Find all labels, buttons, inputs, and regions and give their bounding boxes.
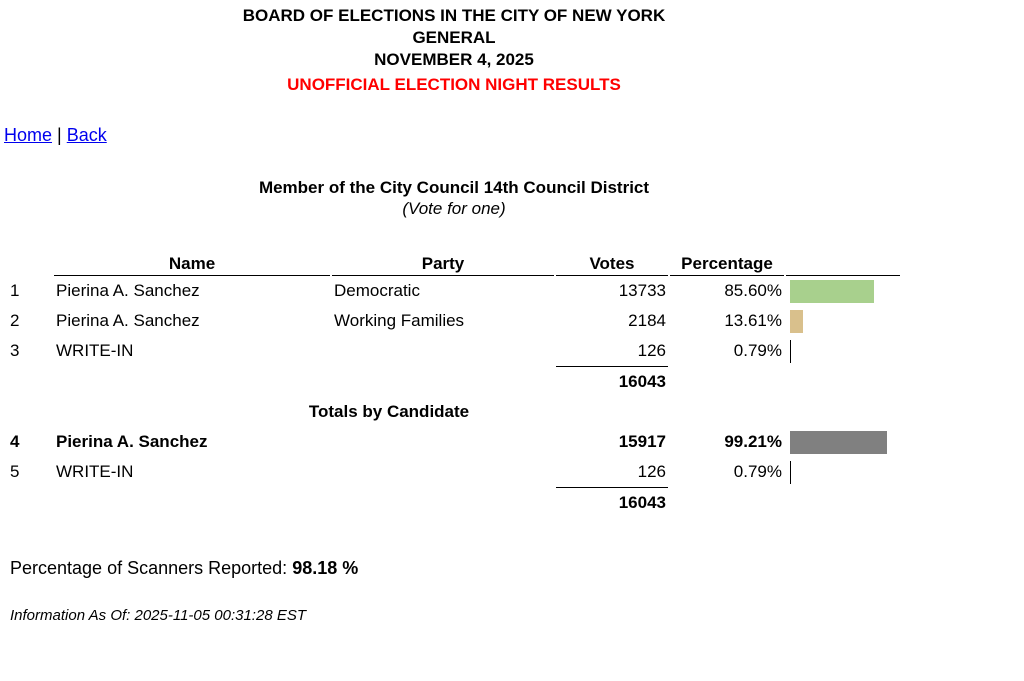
- vote-count: 126: [637, 341, 666, 360]
- party-name: [332, 457, 554, 487]
- name-header: Name: [54, 253, 330, 276]
- nav-separator: |: [57, 125, 62, 145]
- row-index: 2: [10, 311, 20, 330]
- home-link[interactable]: Home: [4, 125, 53, 145]
- row-index: 3: [10, 341, 20, 360]
- vote-count: 126: [637, 462, 666, 481]
- scanners-value: 98.18 %: [292, 558, 359, 578]
- percentage-bar: [790, 460, 791, 484]
- percentage-bar: [790, 279, 874, 303]
- total-votes: 16043: [556, 366, 668, 397]
- totals-by-candidate-label: Totals by Candidate: [308, 402, 470, 421]
- nav-links: Home | Back: [4, 125, 107, 146]
- unofficial-notice: UNOFFICIAL ELECTION NIGHT RESULTS: [287, 75, 621, 94]
- page-header: BOARD OF ELECTIONS IN THE CITY OF NEW YO…: [0, 5, 908, 96]
- bar-cell: [786, 276, 900, 306]
- vote-count: 15917: [618, 432, 666, 451]
- contest-heading: Member of the City Council 14th Council …: [0, 177, 908, 219]
- board-title: BOARD OF ELECTIONS IN THE CITY OF NEW YO…: [242, 6, 666, 25]
- back-link[interactable]: Back: [66, 125, 107, 145]
- bar-cell: [786, 306, 900, 336]
- votes-header: Votes: [556, 253, 668, 276]
- election-type: GENERAL: [412, 28, 496, 47]
- bar-cell: [786, 336, 900, 366]
- contest-title: Member of the City Council 14th Council …: [258, 178, 650, 197]
- table-row: 1 Pierina A. Sanchez Democratic 13733 85…: [6, 276, 900, 306]
- percentage-bar: [790, 339, 791, 363]
- section-row: Totals by Candidate: [6, 397, 900, 427]
- spacer-cell: [670, 487, 900, 518]
- party-name: [332, 427, 554, 457]
- party-header: Party: [332, 253, 554, 276]
- election-date: NOVEMBER 4, 2025: [374, 50, 534, 69]
- table-row: 3 WRITE-IN 126 0.79%: [6, 336, 900, 366]
- percentage-bar: [790, 309, 803, 333]
- vote-percentage: 13.61%: [724, 311, 782, 330]
- vote-percentage: 0.79%: [733, 341, 782, 360]
- vote-count: 13733: [618, 281, 666, 300]
- row-index: 4: [10, 432, 20, 451]
- index-header: [6, 253, 52, 276]
- vote-percentage: 0.79%: [733, 462, 782, 481]
- party-name: Democratic: [334, 281, 420, 300]
- total-row: 16043: [6, 366, 900, 397]
- candidate-name: WRITE-IN: [56, 341, 134, 360]
- bar-cell: [786, 427, 900, 457]
- row-index: 1: [10, 281, 20, 300]
- total-row: 16043: [6, 487, 900, 518]
- spacer-cell: [670, 366, 900, 397]
- percentage-header: Percentage: [670, 253, 784, 276]
- candidate-name: Pierina A. Sanchez: [56, 432, 208, 451]
- vote-percentage: 85.60%: [724, 281, 782, 300]
- table-row: 2 Pierina A. Sanchez Working Families 21…: [6, 306, 900, 336]
- party-name: Working Families: [334, 311, 465, 330]
- total-votes: 16043: [556, 487, 668, 518]
- bar-cell: [786, 457, 900, 487]
- candidate-name: WRITE-IN: [56, 462, 134, 481]
- header-row: Name Party Votes Percentage: [6, 253, 900, 276]
- table-row: 4 Pierina A. Sanchez 15917 99.21%: [6, 427, 900, 457]
- vote-percentage: 99.21%: [724, 432, 782, 451]
- results-table: Name Party Votes Percentage 1 Pierina A.…: [4, 253, 902, 518]
- info-timestamp: Information As Of: 2025-11-05 00:31:28 E…: [10, 607, 307, 624]
- row-index: 5: [10, 462, 20, 481]
- scanners-label: Percentage of Scanners Reported:: [10, 558, 288, 578]
- spacer-cell: [6, 487, 554, 518]
- bar-header: [786, 253, 900, 276]
- percentage-bar: [790, 430, 887, 454]
- party-name: [332, 336, 554, 366]
- scanners-reported: Percentage of Scanners Reported: 98.18 %: [10, 558, 358, 579]
- table-row: 5 WRITE-IN 126 0.79%: [6, 457, 900, 487]
- candidate-name: Pierina A. Sanchez: [56, 281, 200, 300]
- contest-subtitle: (Vote for one): [402, 199, 506, 218]
- spacer-cell: [6, 366, 554, 397]
- vote-count: 2184: [628, 311, 666, 330]
- candidate-name: Pierina A. Sanchez: [56, 311, 200, 330]
